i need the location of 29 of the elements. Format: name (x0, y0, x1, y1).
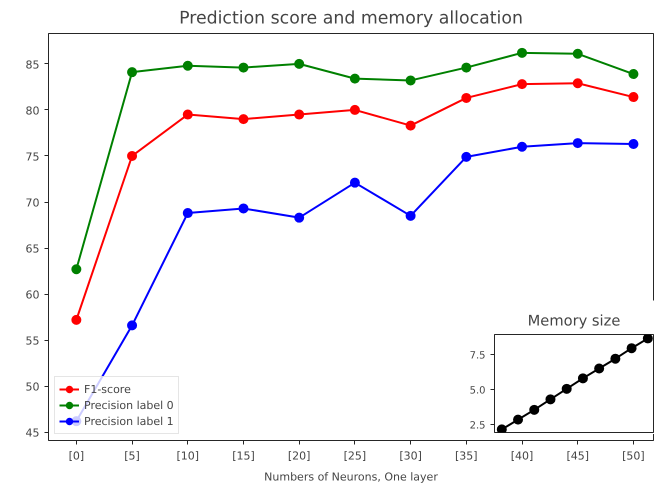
x-tick-label: [50] (622, 450, 645, 462)
legend-label: Precision label 0 (84, 398, 174, 413)
x-tick-label: [5] (124, 450, 140, 462)
legend-label: Precision label 1 (84, 414, 174, 429)
y-tick-label: 70 (26, 196, 40, 210)
x-tick-label: [45] (566, 450, 590, 462)
y-tick-label: 85 (26, 58, 40, 72)
x-tick-label: [40] (510, 450, 534, 462)
x-tick-label: [0] (68, 450, 84, 462)
y-tick-label: 2.5 (470, 420, 486, 432)
x-tick-label: [20] (288, 450, 310, 462)
y-tick-label: 50 (26, 380, 40, 394)
x-tick-label: [10] (176, 450, 200, 462)
y-tick-label: 75 (26, 150, 40, 164)
y-tick-label: 65 (26, 242, 40, 256)
y-tick-label: 80 (26, 104, 40, 118)
y-tick-label: 5.0 (470, 386, 486, 397)
y-tick-label: 60 (26, 288, 40, 302)
chart-title: Memory size (528, 312, 620, 330)
y-tick-label: 45 (26, 426, 40, 440)
x-tick-label: [35] (455, 450, 478, 462)
y-tick-label: 7.5 (470, 350, 486, 362)
x-tick-label: [30] (399, 450, 422, 462)
x-tick-label: [15] (232, 450, 255, 462)
legend-label: F1-score (84, 382, 131, 397)
chart-title: Prediction score and memory allocation (179, 8, 523, 28)
y-tick-label: 55 (26, 334, 40, 348)
x-tick-label: [25] (344, 450, 366, 462)
x-axis-title: Numbers of Neurons, One layer (264, 470, 438, 484)
